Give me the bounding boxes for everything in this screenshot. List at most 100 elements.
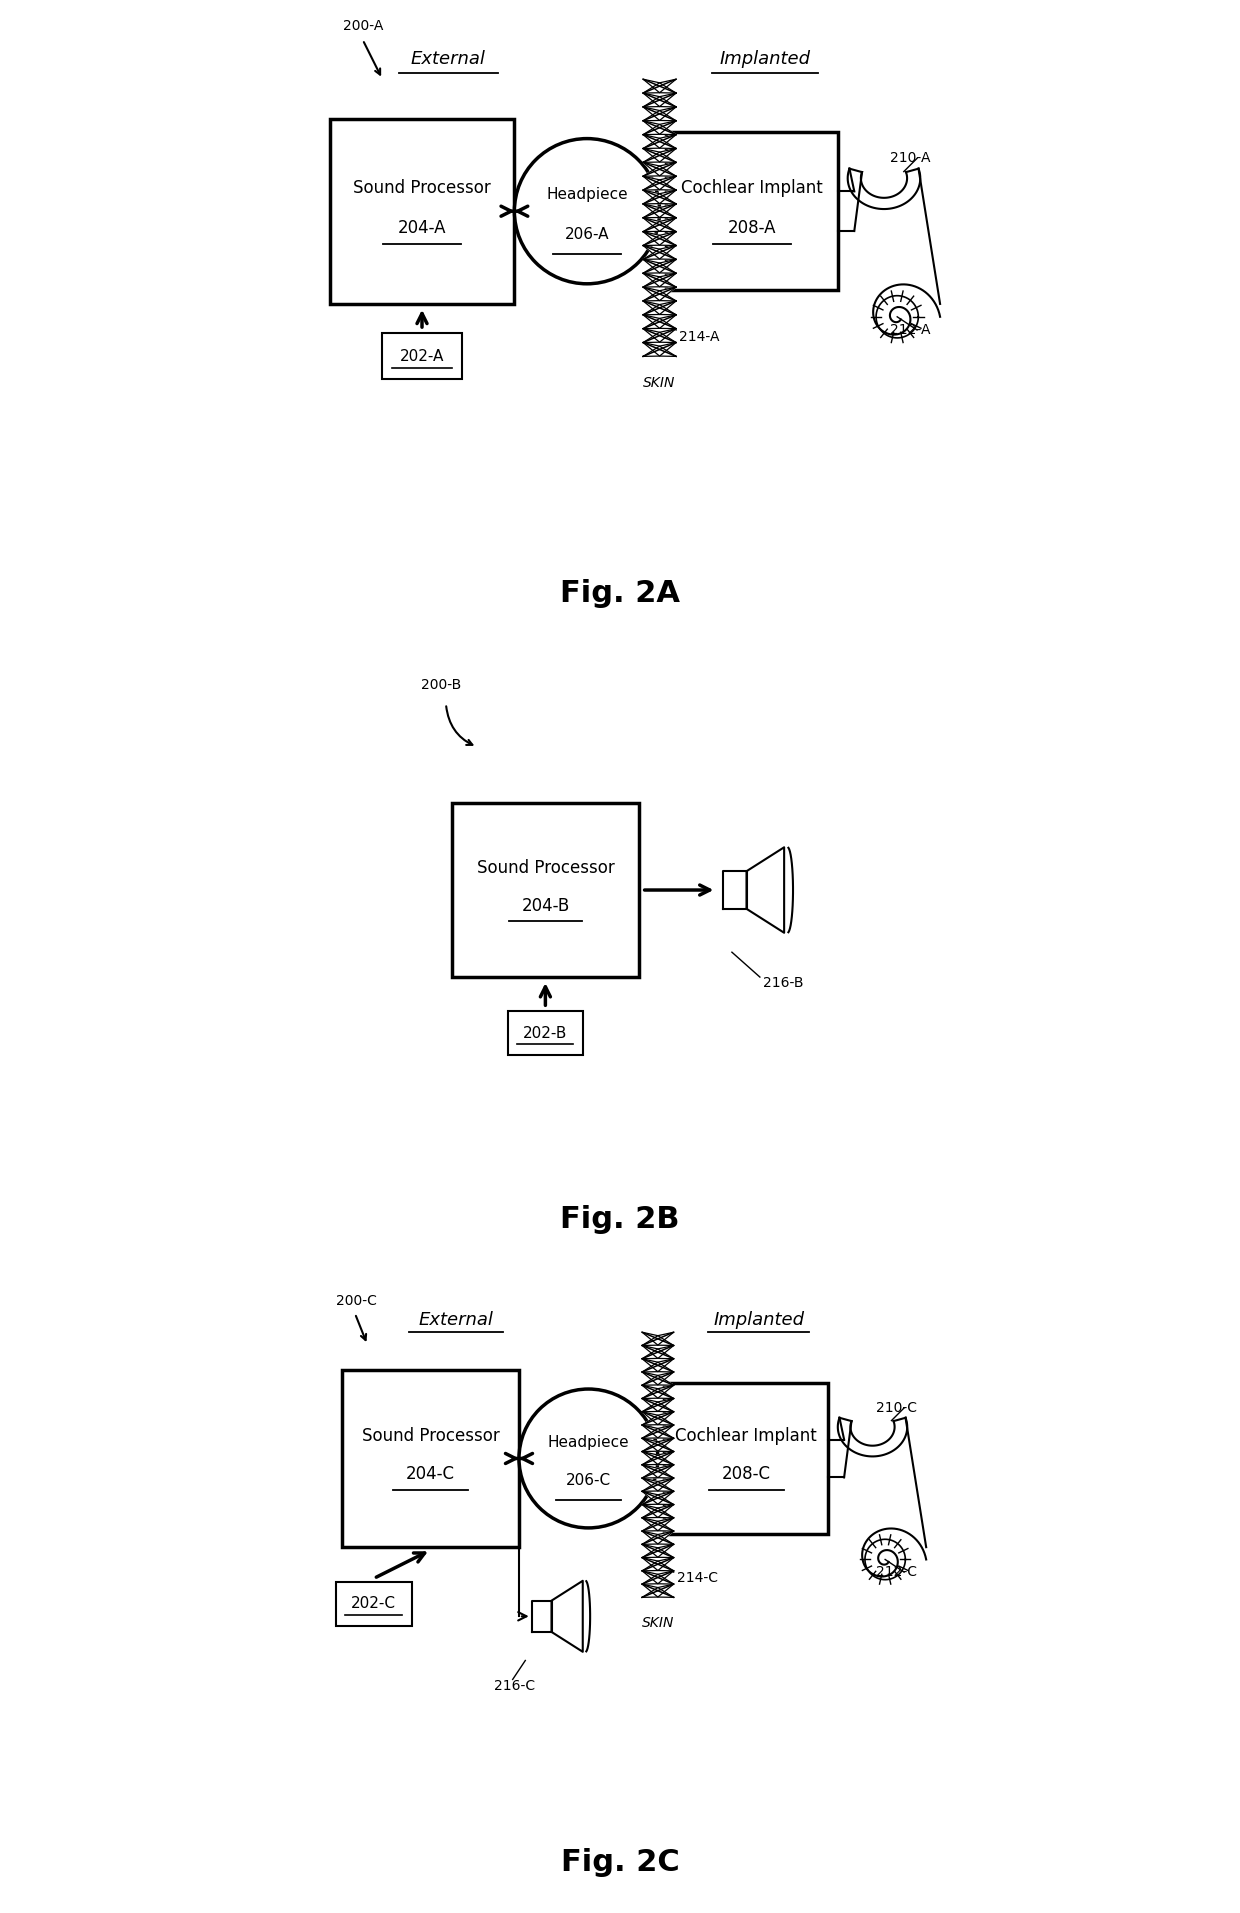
Polygon shape — [642, 1372, 673, 1385]
Polygon shape — [642, 1557, 673, 1571]
Polygon shape — [644, 342, 676, 356]
Polygon shape — [644, 218, 676, 231]
Polygon shape — [642, 1492, 673, 1504]
Text: 208-A: 208-A — [728, 218, 776, 237]
Polygon shape — [642, 1439, 673, 1452]
Polygon shape — [644, 134, 676, 149]
Polygon shape — [644, 245, 676, 260]
Text: External: External — [418, 1310, 494, 1330]
Polygon shape — [644, 121, 676, 134]
Polygon shape — [644, 134, 676, 149]
Text: SKIN: SKIN — [641, 1616, 675, 1630]
Bar — [382, 333, 461, 379]
Polygon shape — [642, 1439, 673, 1452]
Text: 210-A: 210-A — [889, 151, 930, 165]
Polygon shape — [642, 1465, 673, 1479]
Bar — [342, 1370, 520, 1548]
Text: 204-A: 204-A — [398, 218, 446, 237]
Polygon shape — [642, 1452, 673, 1465]
Bar — [508, 1012, 583, 1054]
Polygon shape — [644, 231, 676, 245]
Polygon shape — [642, 1425, 673, 1439]
Polygon shape — [644, 149, 676, 163]
Text: Fig. 2A: Fig. 2A — [560, 580, 680, 608]
Text: Implanted: Implanted — [713, 1310, 805, 1330]
Text: Headpiece: Headpiece — [548, 1435, 629, 1450]
Polygon shape — [642, 1345, 673, 1358]
Polygon shape — [644, 260, 676, 274]
Polygon shape — [644, 176, 676, 189]
Polygon shape — [644, 107, 676, 121]
Text: 204-B: 204-B — [521, 897, 569, 914]
Polygon shape — [642, 1479, 673, 1492]
Text: 212-C: 212-C — [875, 1565, 916, 1578]
Polygon shape — [644, 245, 676, 260]
Polygon shape — [644, 163, 676, 176]
Text: 202-A: 202-A — [399, 348, 444, 363]
Polygon shape — [644, 205, 676, 218]
Text: Implanted: Implanted — [719, 50, 811, 69]
Polygon shape — [642, 1571, 673, 1584]
Text: Sound Processor: Sound Processor — [353, 180, 491, 197]
Polygon shape — [642, 1385, 673, 1398]
Polygon shape — [644, 205, 676, 218]
Polygon shape — [644, 274, 676, 287]
Polygon shape — [644, 329, 676, 342]
Text: 208-C: 208-C — [722, 1465, 771, 1483]
Bar — [665, 1383, 828, 1534]
Polygon shape — [644, 218, 676, 231]
Polygon shape — [642, 1517, 673, 1530]
Polygon shape — [642, 1584, 673, 1597]
Polygon shape — [644, 94, 676, 107]
Polygon shape — [644, 316, 676, 329]
Polygon shape — [642, 1358, 673, 1372]
Polygon shape — [642, 1544, 673, 1557]
Polygon shape — [644, 329, 676, 342]
Polygon shape — [642, 1530, 673, 1544]
Circle shape — [515, 138, 660, 283]
Polygon shape — [644, 300, 676, 316]
Polygon shape — [642, 1331, 673, 1345]
Text: 206-A: 206-A — [564, 228, 609, 241]
Polygon shape — [642, 1385, 673, 1398]
Polygon shape — [642, 1398, 673, 1412]
Text: Fig. 2C: Fig. 2C — [560, 1848, 680, 1877]
Polygon shape — [642, 1584, 673, 1597]
Polygon shape — [644, 287, 676, 300]
Polygon shape — [644, 121, 676, 134]
Polygon shape — [644, 189, 676, 205]
Polygon shape — [644, 342, 676, 356]
Text: 204-C: 204-C — [407, 1465, 455, 1483]
Polygon shape — [642, 1530, 673, 1544]
Polygon shape — [642, 1504, 673, 1517]
Polygon shape — [642, 1465, 673, 1479]
Polygon shape — [723, 870, 746, 909]
Text: 206-C: 206-C — [565, 1473, 611, 1488]
Text: External: External — [410, 50, 486, 69]
Polygon shape — [644, 316, 676, 329]
Polygon shape — [642, 1504, 673, 1517]
Polygon shape — [642, 1358, 673, 1372]
Text: 202-C: 202-C — [351, 1595, 397, 1611]
Text: 214-A: 214-A — [680, 329, 720, 344]
Polygon shape — [644, 274, 676, 287]
Polygon shape — [642, 1492, 673, 1504]
Polygon shape — [644, 231, 676, 245]
Text: 212-A: 212-A — [889, 323, 930, 337]
Polygon shape — [642, 1452, 673, 1465]
Text: 200-B: 200-B — [422, 677, 461, 693]
Text: 214-C: 214-C — [677, 1571, 718, 1586]
Bar — [336, 1582, 412, 1626]
Polygon shape — [642, 1479, 673, 1492]
Text: 200-C: 200-C — [336, 1293, 377, 1308]
Polygon shape — [552, 1580, 583, 1651]
Polygon shape — [746, 847, 784, 934]
Polygon shape — [642, 1557, 673, 1571]
Polygon shape — [642, 1571, 673, 1584]
Circle shape — [520, 1389, 658, 1528]
Text: 210-C: 210-C — [875, 1400, 916, 1416]
Polygon shape — [532, 1601, 552, 1632]
Polygon shape — [644, 287, 676, 300]
Text: 202-B: 202-B — [523, 1025, 568, 1041]
Polygon shape — [644, 78, 676, 94]
